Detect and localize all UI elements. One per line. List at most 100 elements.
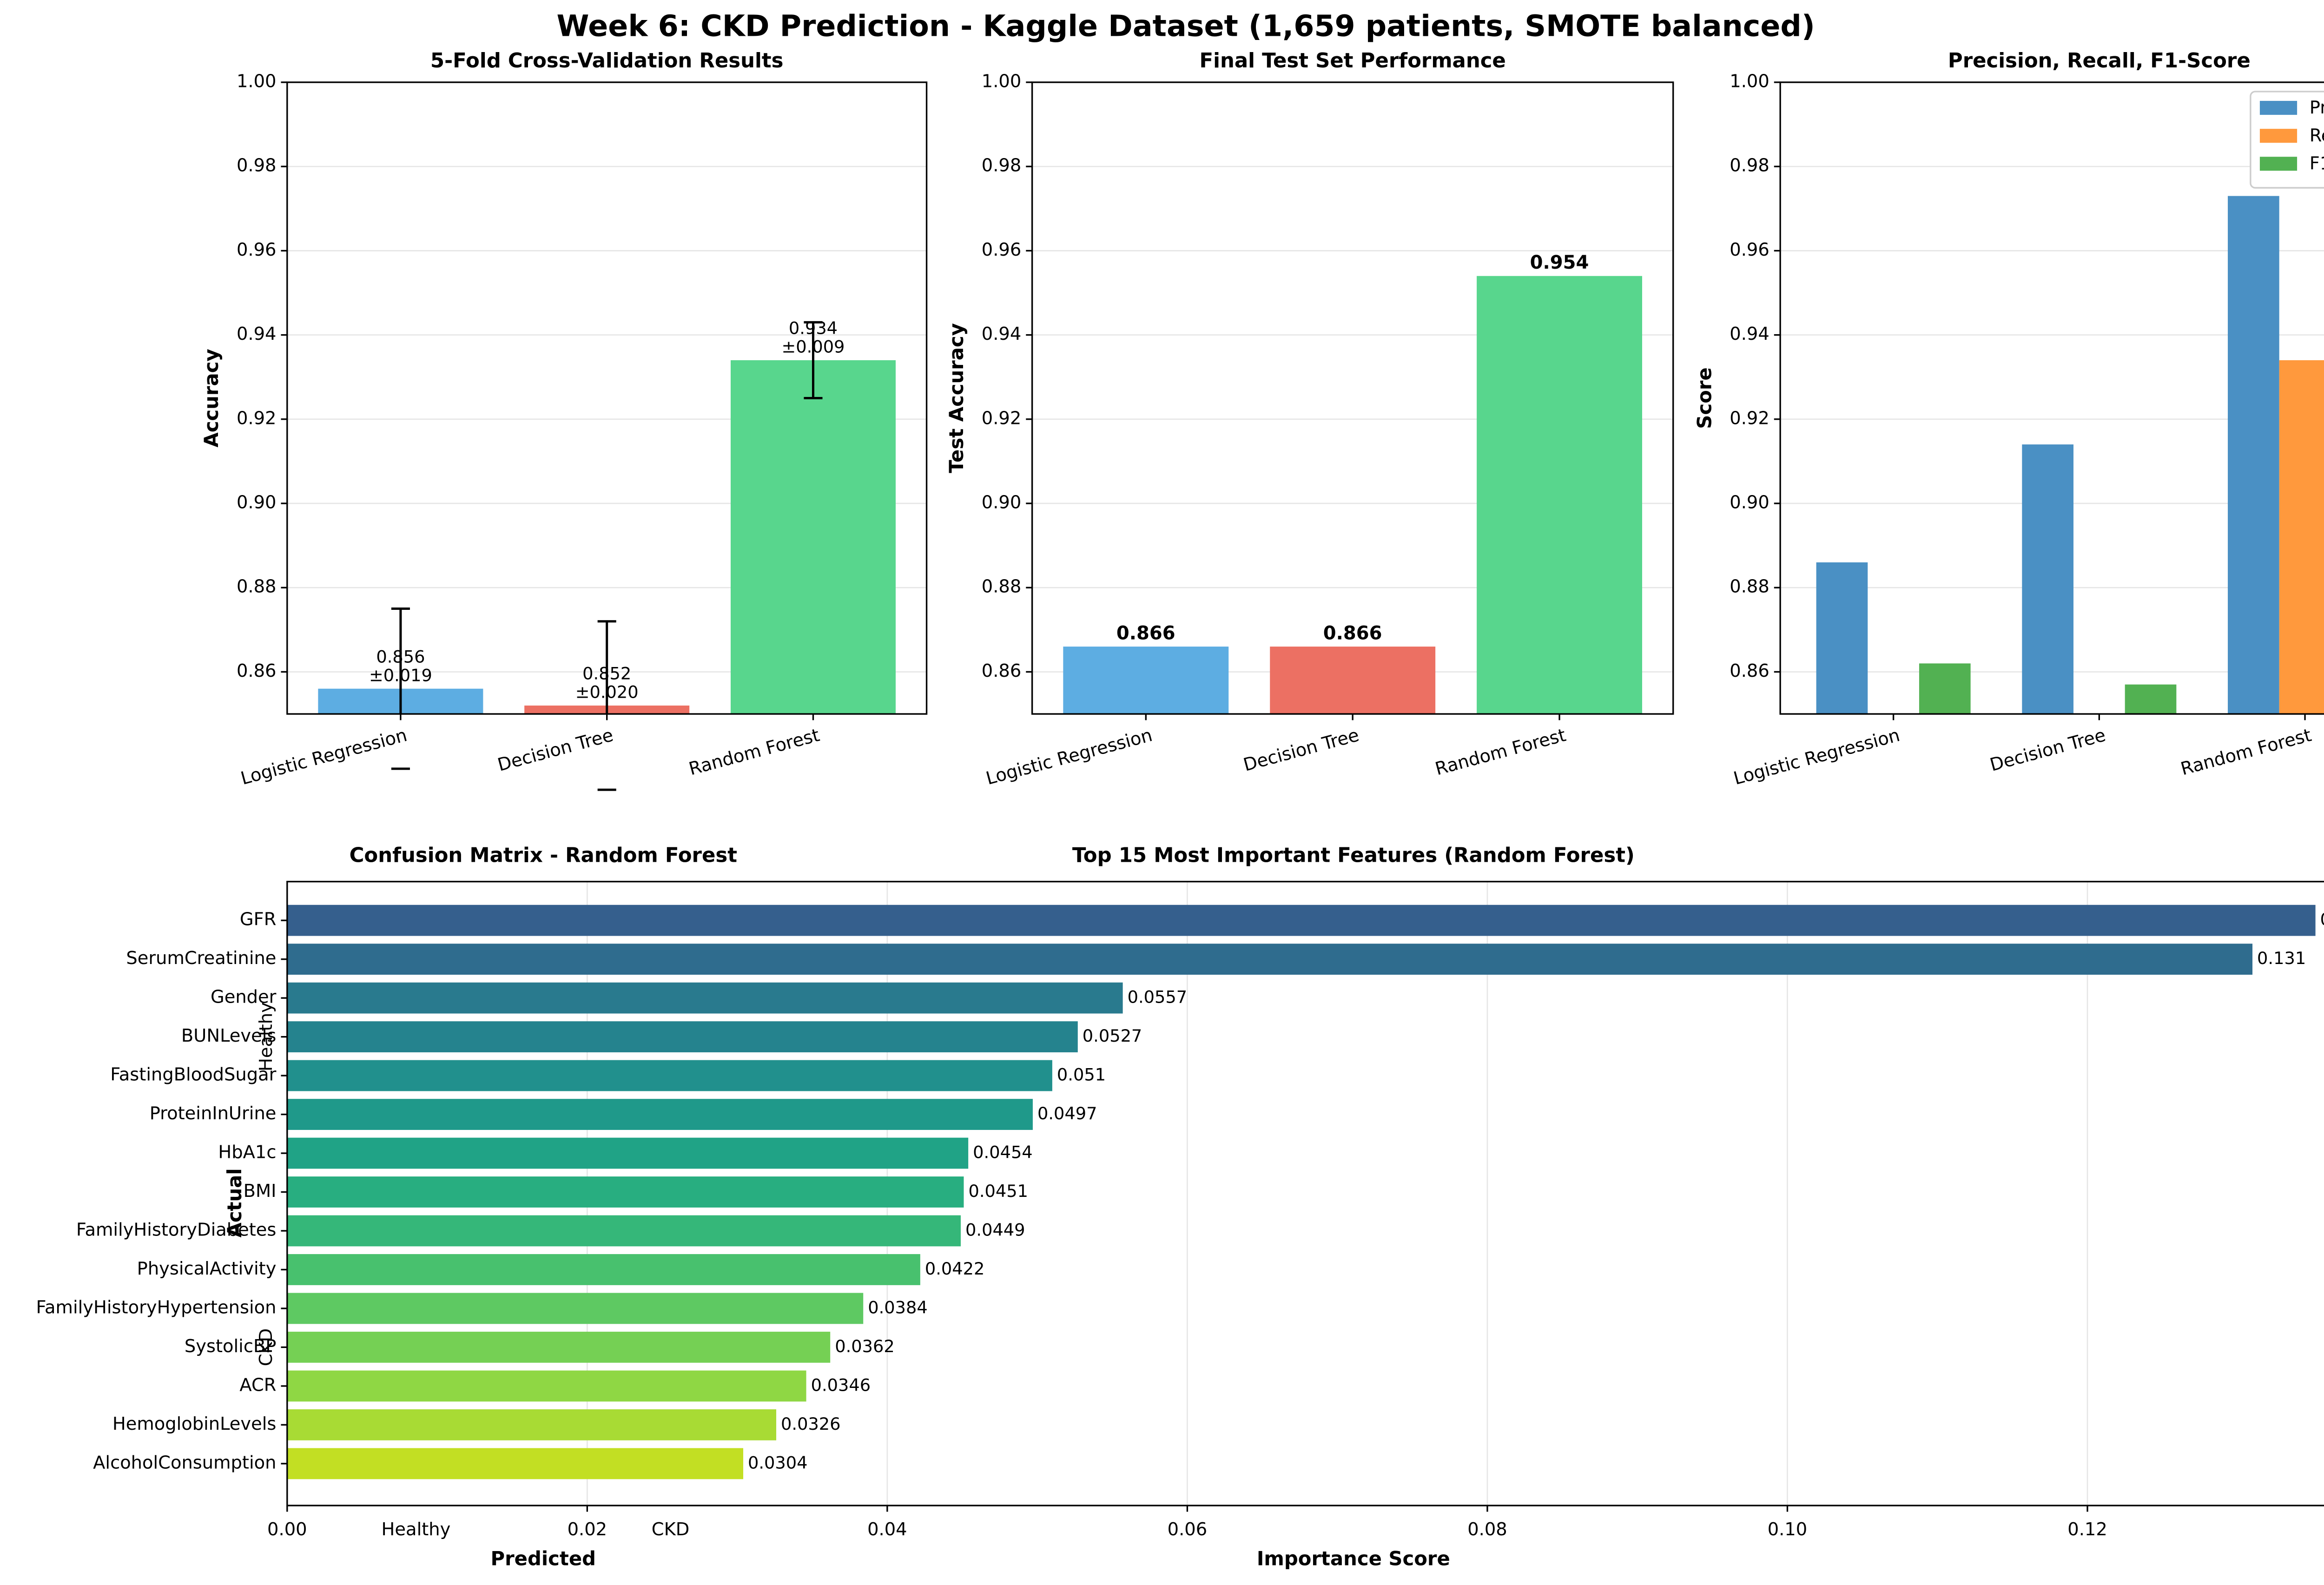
x-tick-label: 0.00 bbox=[267, 1519, 307, 1540]
figure-title: Week 6: CKD Prediction - Kaggle Dataset … bbox=[557, 9, 1815, 43]
y-tick-label: 0.94 bbox=[1730, 324, 1769, 344]
bar bbox=[1477, 276, 1642, 714]
y-tick-label: 0.90 bbox=[982, 492, 1021, 513]
legend-label: Precision bbox=[2310, 97, 2324, 118]
bar bbox=[2125, 684, 2177, 714]
value-label: 0.0454 bbox=[973, 1143, 1032, 1162]
value-label: 0.0449 bbox=[965, 1220, 1025, 1240]
y-tick-label: ProteinInUrine bbox=[150, 1103, 277, 1124]
bar bbox=[287, 1409, 777, 1440]
x-tick-label: Random Forest bbox=[1433, 725, 1568, 779]
bar bbox=[287, 1332, 831, 1363]
chart-title: Top 15 Most Important Features (Random F… bbox=[1072, 844, 1635, 867]
value-label: 0.0326 bbox=[781, 1414, 840, 1434]
value-label: 0.856 bbox=[376, 647, 425, 667]
bar bbox=[1919, 663, 1971, 714]
value-label: 0.954 bbox=[1530, 252, 1589, 273]
bar bbox=[730, 360, 896, 714]
y-tick-label: 0.86 bbox=[982, 660, 1021, 681]
y-tick-label: 0.94 bbox=[982, 324, 1021, 344]
y-tick-label: GFR bbox=[240, 909, 277, 930]
y-tick-label: 0.90 bbox=[237, 492, 276, 513]
bar bbox=[287, 1293, 864, 1324]
y-tick-label: 0.88 bbox=[982, 576, 1021, 597]
bar bbox=[287, 1176, 964, 1208]
legend-swatch bbox=[2259, 101, 2298, 115]
y-tick-label: 1.00 bbox=[1730, 71, 1769, 92]
chart-title: Precision, Recall, F1-Score bbox=[1948, 49, 2251, 73]
chart-title: Confusion Matrix - Random Forest bbox=[350, 844, 737, 867]
axes-frame bbox=[286, 81, 928, 715]
x-tick-label: Decision Tree bbox=[1987, 725, 2108, 776]
y-tick-label: BMI bbox=[244, 1181, 277, 1202]
x-tick-label: Logistic Regression bbox=[238, 725, 409, 789]
value-label: 0.131 bbox=[2257, 948, 2306, 968]
value-label: 0.0346 bbox=[811, 1375, 871, 1395]
x-axis-label: Importance Score bbox=[1257, 1547, 1450, 1570]
bar bbox=[287, 1370, 806, 1402]
y-tick-label: 0.96 bbox=[237, 239, 276, 260]
bar bbox=[287, 944, 2253, 975]
y-tick-label: 0.90 bbox=[1730, 492, 1769, 513]
x-tick-label: Decision Tree bbox=[1241, 725, 1361, 776]
y-tick-label: AlcoholConsumption bbox=[93, 1452, 276, 1473]
error-label: ±0.020 bbox=[575, 682, 639, 702]
x-axis-label: Predicted bbox=[491, 1547, 596, 1570]
bar bbox=[287, 982, 1123, 1014]
y-tick-label: SystolicBP bbox=[185, 1336, 277, 1357]
legend-label: Recall bbox=[2310, 125, 2324, 146]
bar bbox=[287, 1137, 969, 1169]
y-tick-label: 0.92 bbox=[1730, 408, 1769, 429]
value-label: 0.934 bbox=[789, 318, 838, 338]
value-label: 0.1352 bbox=[2320, 910, 2324, 930]
bar bbox=[1270, 647, 1436, 714]
y-tick-label: 0.96 bbox=[982, 239, 1021, 260]
y-tick-label: CKD bbox=[256, 1328, 277, 1367]
axes-frame bbox=[1779, 81, 2324, 715]
value-label: 0.0362 bbox=[835, 1336, 894, 1356]
y-axis-label: Test Accuracy bbox=[945, 323, 968, 473]
y-tick-label: 0.86 bbox=[1730, 660, 1769, 681]
value-label: 0.866 bbox=[1116, 622, 1175, 644]
y-tick-label: 0.98 bbox=[982, 155, 1021, 176]
value-label: 0.0527 bbox=[1083, 1026, 1142, 1046]
y-tick-label: ACR bbox=[239, 1374, 276, 1395]
bar bbox=[287, 905, 2316, 936]
bar bbox=[2279, 360, 2324, 714]
value-label: 0.0451 bbox=[969, 1181, 1028, 1201]
x-tick-label: 0.10 bbox=[1768, 1519, 1807, 1540]
value-label: 0.0304 bbox=[748, 1453, 807, 1473]
bar bbox=[287, 1448, 744, 1479]
axes-frame bbox=[1031, 81, 1674, 715]
legend-label: F1-Score bbox=[2310, 153, 2324, 174]
y-tick-label: HbA1c bbox=[218, 1142, 276, 1163]
y-tick-label: 0.86 bbox=[237, 660, 276, 681]
error-label: ±0.019 bbox=[369, 665, 432, 685]
y-tick-label: 0.92 bbox=[237, 408, 276, 429]
error-label: ±0.009 bbox=[782, 337, 845, 357]
value-label: 0.0422 bbox=[925, 1259, 984, 1279]
y-tick-label: BUNLevels bbox=[181, 1025, 277, 1046]
y-tick-label: Healthy bbox=[256, 1002, 277, 1071]
x-tick-label: Logistic Regression bbox=[984, 725, 1155, 789]
x-tick-label: 0.12 bbox=[2067, 1519, 2107, 1540]
y-tick-label: 0.88 bbox=[1730, 576, 1769, 597]
x-tick-label: Healthy bbox=[382, 1519, 451, 1540]
value-label: 0.0557 bbox=[1128, 987, 1187, 1007]
value-label: 0.051 bbox=[1057, 1065, 1106, 1085]
bar bbox=[287, 1021, 1078, 1052]
bar bbox=[1816, 562, 1868, 714]
y-tick-label: 0.96 bbox=[1730, 239, 1769, 260]
bar bbox=[2228, 196, 2279, 714]
y-axis-label: Score bbox=[1693, 367, 1716, 429]
chart-title: Final Test Set Performance bbox=[1199, 49, 1505, 73]
x-tick-label: 0.04 bbox=[867, 1519, 907, 1540]
x-tick-label: Logistic Regression bbox=[1731, 725, 1902, 789]
value-label: 0.0497 bbox=[1037, 1103, 1097, 1123]
y-tick-label: FamilyHistoryHypertension bbox=[36, 1297, 276, 1318]
y-tick-label: FamilyHistoryDiabetes bbox=[76, 1219, 277, 1240]
value-label: 0.852 bbox=[582, 664, 631, 684]
y-tick-label: SerumCreatinine bbox=[126, 948, 276, 969]
